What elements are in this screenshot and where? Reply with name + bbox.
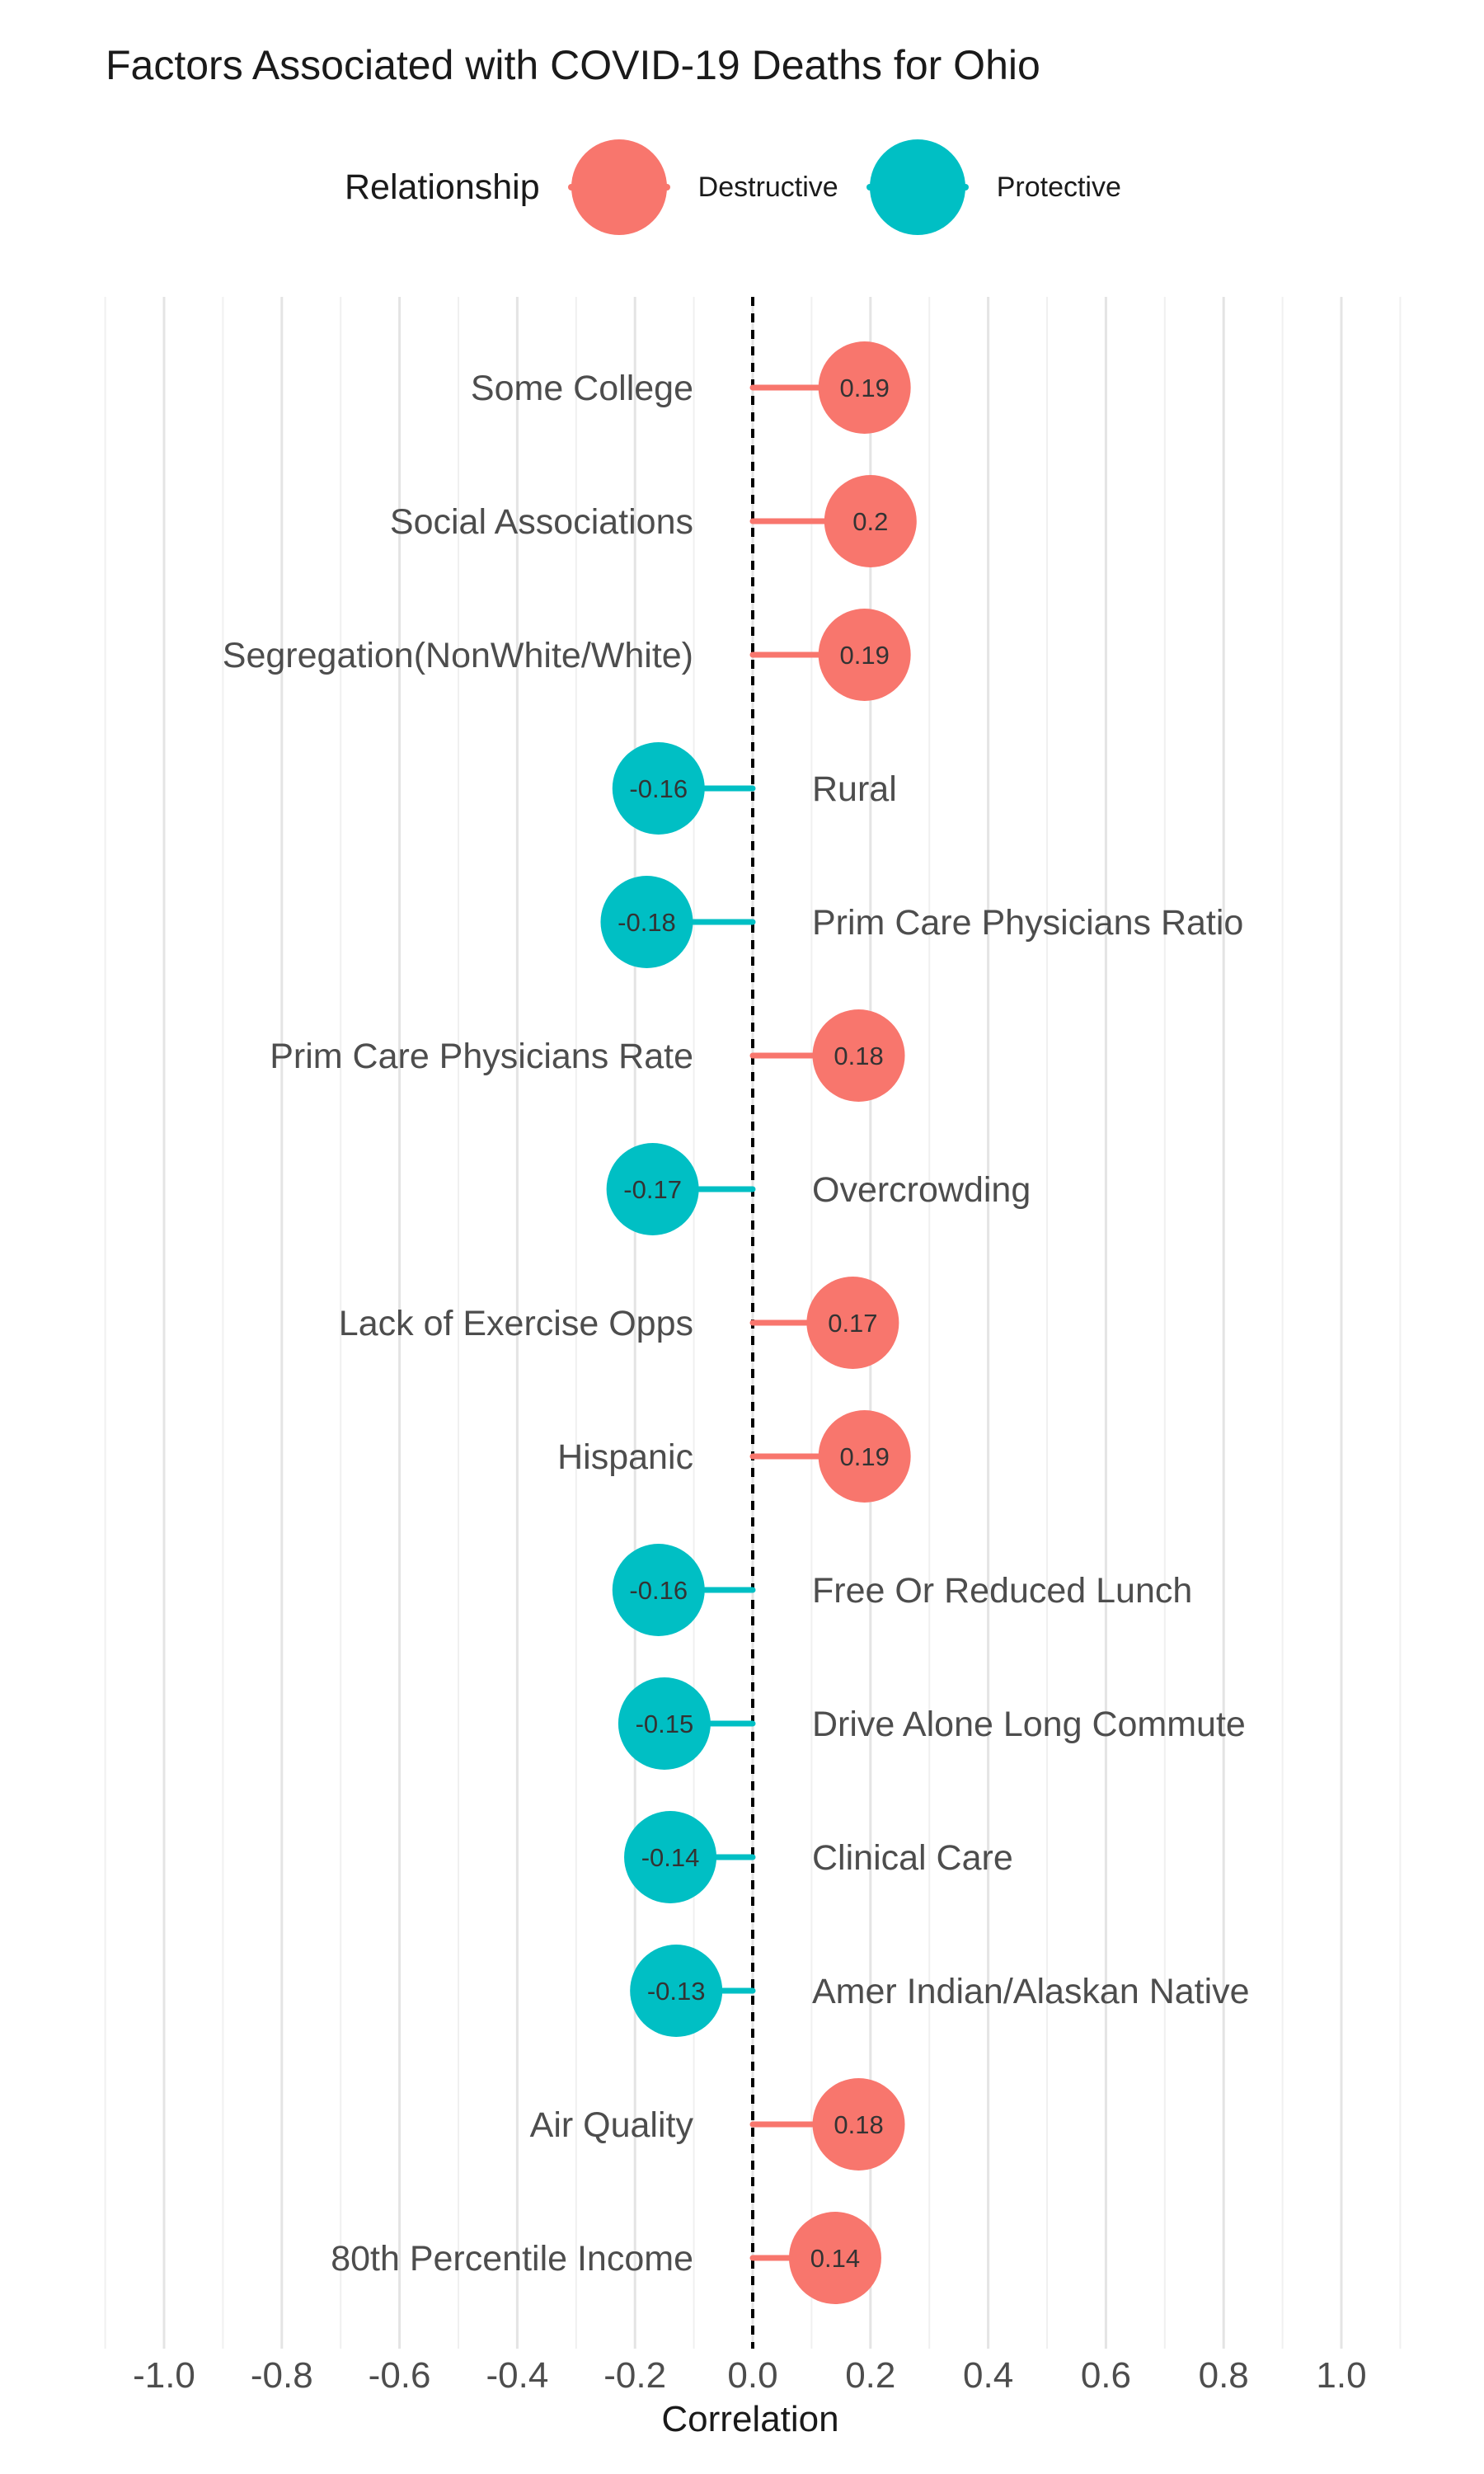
data-label: 0.19 bbox=[839, 374, 889, 402]
data-point bbox=[630, 1945, 723, 2037]
data-label: 0.2 bbox=[852, 507, 888, 536]
chart-title: Factors Associated with COVID-19 Deaths … bbox=[106, 42, 1040, 88]
x-tick-label: -0.4 bbox=[486, 2355, 548, 2396]
data-point bbox=[600, 876, 693, 968]
data-point bbox=[612, 742, 705, 835]
data-point bbox=[612, 1544, 705, 1636]
factor-label: Social Associations bbox=[390, 502, 693, 542]
factor-labels: Some College Social Associations Segregati… bbox=[223, 369, 1250, 2279]
data-label: -0.14 bbox=[641, 1843, 700, 1872]
x-axis-ticks: -1.0 -0.8 -0.6 -0.4 -0.2 0.0 0.2 0.4 0.6 0.8 1.0 bbox=[133, 2355, 1367, 2396]
legend-label-destructive: Destructive bbox=[697, 171, 838, 203]
x-tick-label: -0.8 bbox=[251, 2355, 313, 2396]
data-label: 0.18 bbox=[834, 1042, 883, 1070]
data-point bbox=[806, 1277, 899, 1369]
factor-label: Hispanic bbox=[557, 1437, 693, 1477]
data-point bbox=[618, 1677, 711, 1770]
x-tick-label: 0.6 bbox=[1081, 2355, 1131, 2396]
legend-key-destructive bbox=[567, 139, 670, 235]
data-point bbox=[818, 1410, 911, 1503]
data-point bbox=[818, 609, 911, 701]
legend-title: Relationship bbox=[345, 167, 540, 207]
legend-label-protective: Protective bbox=[996, 171, 1121, 203]
x-tick-label: -0.2 bbox=[603, 2355, 666, 2396]
x-tick-label: 0.4 bbox=[963, 2355, 1013, 2396]
data-label: 0.14 bbox=[810, 2244, 860, 2273]
factor-label: Clinical Care bbox=[812, 1838, 1013, 1878]
factor-label: Drive Alone Long Commute bbox=[812, 1705, 1246, 1744]
data-point bbox=[606, 1143, 699, 1235]
data-point bbox=[824, 475, 917, 567]
x-axis-title: Correlation bbox=[661, 2399, 838, 2439]
data-label: -0.17 bbox=[623, 1175, 682, 1204]
factor-label: Lack of Exercise Opps bbox=[339, 1304, 693, 1343]
data-label: -0.16 bbox=[629, 774, 688, 803]
factor-label: Air Quality bbox=[530, 2105, 694, 2145]
data-point bbox=[788, 2212, 881, 2304]
data-label: 0.19 bbox=[839, 641, 889, 670]
data-point bbox=[624, 1811, 717, 1903]
factor-label: Segregation(NonWhite/White) bbox=[223, 636, 693, 675]
factor-label: Free Or Reduced Lunch bbox=[812, 1571, 1192, 1611]
data-point bbox=[818, 341, 911, 434]
legend: Relationship Destructive Protective bbox=[345, 139, 1153, 235]
data-label: -0.18 bbox=[618, 908, 676, 937]
data-label: 0.19 bbox=[839, 1442, 889, 1471]
factor-label: Some College bbox=[471, 369, 693, 408]
dots: 0.19 0.2 0.19 -0.16 -0.18 0.18 -0.17 0.17 0.19 -0… bbox=[600, 341, 917, 2304]
data-point bbox=[812, 1009, 905, 1102]
data-label: 0.17 bbox=[828, 1309, 877, 1338]
factor-label: Amer Indian/Alaskan Native bbox=[812, 1972, 1250, 2011]
factor-label: 80th Percentile Income bbox=[331, 2239, 693, 2279]
x-tick-label: -1.0 bbox=[133, 2355, 195, 2396]
x-tick-label: 1.0 bbox=[1316, 2355, 1366, 2396]
factor-label: Prim Care Physicians Rate bbox=[270, 1037, 693, 1076]
factor-label: Rural bbox=[812, 769, 897, 809]
x-tick-label: -0.6 bbox=[369, 2355, 431, 2396]
x-tick-label: 0.0 bbox=[727, 2355, 777, 2396]
legend-key-protective bbox=[866, 139, 969, 235]
factor-label: Overcrowding bbox=[812, 1170, 1031, 1210]
data-label: 0.18 bbox=[834, 2110, 883, 2139]
x-tick-label: 0.8 bbox=[1199, 2355, 1249, 2396]
data-label: -0.15 bbox=[636, 1710, 694, 1738]
data-point bbox=[812, 2078, 905, 2171]
data-label: -0.13 bbox=[647, 1977, 706, 2006]
data-label: -0.16 bbox=[629, 1576, 688, 1605]
factor-label: Prim Care Physicians Ratio bbox=[812, 903, 1243, 943]
x-tick-label: 0.2 bbox=[845, 2355, 895, 2396]
